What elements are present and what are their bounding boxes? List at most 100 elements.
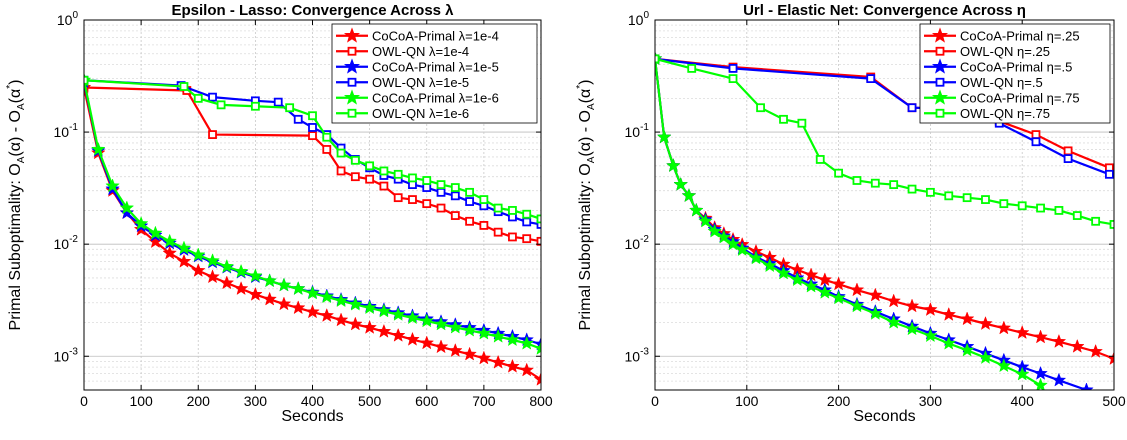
x-tick-label: 400 — [301, 393, 325, 409]
data-point — [996, 320, 1012, 335]
legend-swatch-marker — [347, 77, 357, 87]
data-point — [208, 92, 217, 102]
data-point — [348, 316, 363, 331]
data-point — [119, 200, 135, 215]
data-point — [904, 321, 920, 336]
data-point — [376, 303, 392, 318]
data-point — [319, 289, 335, 304]
data-point — [362, 300, 377, 315]
data-point — [233, 281, 249, 296]
data-point — [148, 234, 163, 249]
data-point — [447, 343, 463, 357]
data-point — [834, 168, 843, 178]
data-point — [978, 316, 993, 330]
data-point — [393, 169, 403, 179]
data-point — [1031, 137, 1041, 147]
data-point — [1033, 365, 1048, 380]
data-point — [817, 284, 833, 299]
data-point — [536, 220, 541, 229]
legend-entry: OWL-QN λ=1e-5 — [372, 75, 469, 90]
chart-title: Url - Elastic Net: Convergence Across η — [743, 2, 1026, 19]
data-point — [707, 223, 723, 238]
x-tick-label: 800 — [529, 393, 553, 409]
data-point — [789, 272, 805, 287]
data-point — [376, 323, 392, 338]
data-point — [866, 74, 876, 84]
data-point — [262, 273, 277, 288]
data-point — [333, 312, 349, 327]
chart-panel-2: 0 100 200 300 400 500 10-3 10-2 10-1 100 Url - Ela… — [575, 2, 1126, 425]
data-point — [1051, 333, 1067, 348]
data-point — [450, 191, 460, 201]
data-point — [1072, 211, 1082, 220]
data-point — [1031, 130, 1041, 139]
data-point — [305, 285, 320, 300]
data-point — [119, 205, 135, 220]
data-point — [293, 114, 303, 124]
y-tick-label: 10-2 — [625, 234, 650, 252]
data-point — [536, 214, 541, 224]
data-point — [248, 268, 263, 283]
data-point — [962, 193, 972, 203]
data-point — [190, 247, 206, 262]
x-tick-label: 500 — [1102, 393, 1126, 409]
data-point — [219, 275, 235, 290]
legend-swatch-marker — [343, 89, 361, 105]
data-point — [999, 199, 1009, 209]
data-point — [336, 148, 346, 158]
data-point — [688, 202, 704, 217]
data-point — [350, 155, 360, 165]
data-point — [465, 187, 474, 197]
data-point — [734, 242, 750, 257]
series-5 — [84, 72, 541, 355]
data-point — [216, 100, 226, 110]
data-point — [479, 195, 489, 204]
data-point — [533, 371, 541, 386]
data-point — [390, 327, 406, 342]
data-point — [250, 101, 260, 111]
legend-swatch-marker — [347, 108, 357, 118]
data-point — [981, 195, 990, 204]
series-6 — [655, 54, 1114, 229]
data-point — [273, 97, 283, 107]
data-point — [379, 166, 389, 176]
legend-entry: CoCoA-Primal η=.25 — [960, 28, 1080, 43]
data-point — [405, 331, 420, 346]
data-point — [522, 234, 532, 244]
legend-entry: OWL-QN λ=1e-4 — [372, 44, 469, 59]
data-point — [176, 240, 192, 255]
data-point — [907, 184, 917, 194]
data-point — [447, 319, 463, 334]
data-point — [849, 282, 865, 297]
data-point — [390, 306, 406, 321]
data-point — [336, 166, 346, 176]
data-point — [208, 130, 217, 139]
data-point — [322, 145, 332, 154]
data-point — [276, 296, 292, 311]
data-point — [133, 216, 149, 231]
x-tick-label: 200 — [187, 393, 211, 409]
legend-entry: CoCoA-Primal λ=1e-4 — [372, 28, 499, 43]
data-point — [90, 141, 106, 156]
data-point — [290, 281, 306, 296]
legend-entry: CoCoA-Primal η=.75 — [960, 90, 1080, 105]
data-point — [959, 342, 975, 357]
data-point — [422, 183, 432, 192]
data-point — [465, 197, 474, 206]
x-tick-label: 300 — [244, 393, 268, 409]
data-point — [904, 298, 920, 313]
data-point — [867, 305, 883, 320]
data-point — [422, 176, 432, 185]
legend-entry: OWL-QN λ=1e-6 — [372, 106, 469, 121]
y-axis-label: Primal Suboptimality: OA(α) - OA(α*) — [575, 80, 597, 331]
data-point — [1079, 382, 1094, 390]
data-point — [926, 187, 935, 197]
data-point — [148, 225, 163, 240]
data-point — [408, 173, 417, 183]
data-point — [476, 325, 492, 340]
data-point — [419, 335, 435, 350]
x-axis-label: Seconds — [853, 408, 915, 425]
